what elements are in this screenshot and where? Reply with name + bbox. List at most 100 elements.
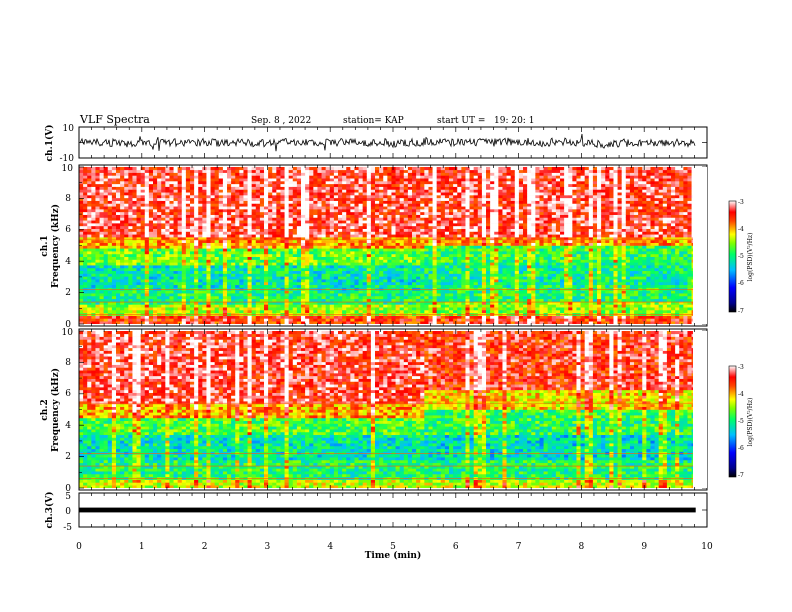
spectrogram-cell: [407, 200, 413, 204]
spectrogram-cell: [124, 234, 129, 238]
spectrogram-cell: [309, 262, 314, 266]
spectrogram-cell: [416, 270, 421, 274]
spectrogram-cell: [424, 206, 429, 210]
spectrogram-cell: [177, 293, 183, 297]
spectrogram-cell: [288, 239, 294, 243]
spectrogram-cell: [111, 293, 117, 297]
spectrogram-cell: [190, 267, 195, 272]
spectrogram-cell: [194, 223, 199, 227]
spectrogram-cell: [420, 206, 425, 210]
spectrogram-cell: [153, 301, 158, 305]
spectrogram-cell: [136, 239, 141, 243]
spectrogram-cell: [432, 231, 437, 235]
spectrogram-cell: [416, 301, 421, 305]
spectrogram-cell: [416, 276, 421, 280]
spectrogram-cell: [346, 169, 351, 173]
spectrogram-cell: [305, 245, 310, 249]
spectrogram-cell: [251, 231, 257, 235]
spectrogram-cell: [247, 214, 252, 218]
spectrogram-cell: [284, 265, 289, 269]
spectrogram-cell: [276, 265, 281, 269]
spectrogram-cell: [342, 203, 347, 207]
spectrogram-cell: [342, 186, 347, 190]
spectrogram-cell: [140, 293, 146, 297]
spectrogram-cell: [247, 197, 252, 201]
spectrogram-cell: [87, 228, 92, 232]
spectrogram-cell: [362, 183, 368, 187]
spectrogram-cell: [346, 195, 351, 199]
spectrogram-cell: [198, 206, 203, 210]
spectrogram-cell: [362, 214, 368, 218]
spectrogram-cell: [255, 298, 261, 302]
spectrogram-cell: [301, 183, 306, 187]
spectrogram-cell: [313, 178, 318, 182]
spectrogram-cell: [153, 262, 158, 266]
spectrogram-cell: [416, 279, 421, 283]
spectrogram-cell: [95, 267, 100, 272]
spectrogram-cell: [181, 242, 187, 246]
spectrogram-cell: [284, 304, 289, 308]
spectrogram-cell: [370, 315, 376, 319]
spectrogram-cell: [391, 175, 396, 179]
spectrogram-cell: [255, 279, 261, 283]
spectrogram-cell: [338, 239, 343, 243]
spectrogram-cell: [358, 220, 363, 224]
spectrogram-cell: [218, 315, 224, 319]
spectrogram-cell: [79, 242, 84, 246]
spectrogram-cell: [420, 242, 425, 246]
spectrogram-cell: [144, 293, 150, 297]
spectrogram-cell: [313, 321, 318, 324]
spectrogram-cell: [218, 175, 224, 179]
spectrogram-cell: [432, 248, 437, 252]
spectrogram-cell: [165, 273, 170, 277]
spectrogram-cell: [309, 253, 314, 258]
spectrogram-cell: [190, 276, 195, 280]
spectrogram-cell: [227, 276, 232, 280]
spectrogram-cell: [153, 309, 158, 314]
spectrogram-cell: [272, 281, 277, 286]
spectrogram-cell: [259, 290, 265, 294]
spectrogram-cell: [214, 186, 220, 190]
spectrogram-cell: [99, 169, 104, 173]
spectrogram-cell: [239, 273, 244, 277]
spectrogram-cell: [111, 315, 117, 319]
spectrogram-cell: [333, 315, 339, 319]
spectrogram-cell: [342, 262, 347, 266]
spectrogram-cell: [148, 267, 154, 272]
spectrogram-cell: [206, 265, 211, 269]
spectrogram-cell: [132, 234, 137, 238]
spectrogram-cell: [190, 265, 195, 269]
spectrogram-cell: [305, 279, 310, 283]
spectrogram-cell: [194, 209, 199, 213]
spectrogram-cell: [259, 270, 265, 274]
spectrogram-cell: [144, 307, 150, 311]
spectrogram-cell: [346, 239, 351, 243]
spectrogram-cell: [264, 295, 269, 300]
spectrogram-cell: [136, 200, 141, 204]
spectrogram-cell: [87, 279, 92, 283]
spectrogram-cell: [362, 307, 368, 311]
spectrogram-cell: [190, 295, 195, 300]
spectrogram-cell: [428, 309, 433, 314]
spectrogram-cell: [124, 231, 129, 235]
spectrogram-cell: [235, 192, 240, 196]
spectrogram-cell: [169, 309, 174, 314]
spectrogram-cell: [206, 211, 211, 215]
spectrogram-cell: [416, 178, 421, 182]
spectrogram-cell: [198, 259, 203, 263]
spectrogram-cell: [206, 231, 211, 235]
spectrogram-cell: [358, 284, 363, 288]
spectrogram-cell: [375, 284, 380, 288]
spectrogram-cell: [395, 169, 400, 173]
spectrogram-cell: [370, 192, 376, 196]
spectrogram-cell: [235, 209, 240, 213]
spectrogram-cell: [140, 248, 146, 252]
spectrogram-cell: [157, 287, 162, 291]
spectrogram-cell: [247, 225, 252, 229]
spectrogram-cell: [272, 262, 277, 266]
spectrogram-cell: [350, 293, 355, 297]
spectrogram-cell: [362, 287, 368, 291]
spectrogram-cell: [218, 267, 224, 272]
spectrogram-cell: [272, 298, 277, 302]
spectrogram-cell: [144, 276, 150, 280]
